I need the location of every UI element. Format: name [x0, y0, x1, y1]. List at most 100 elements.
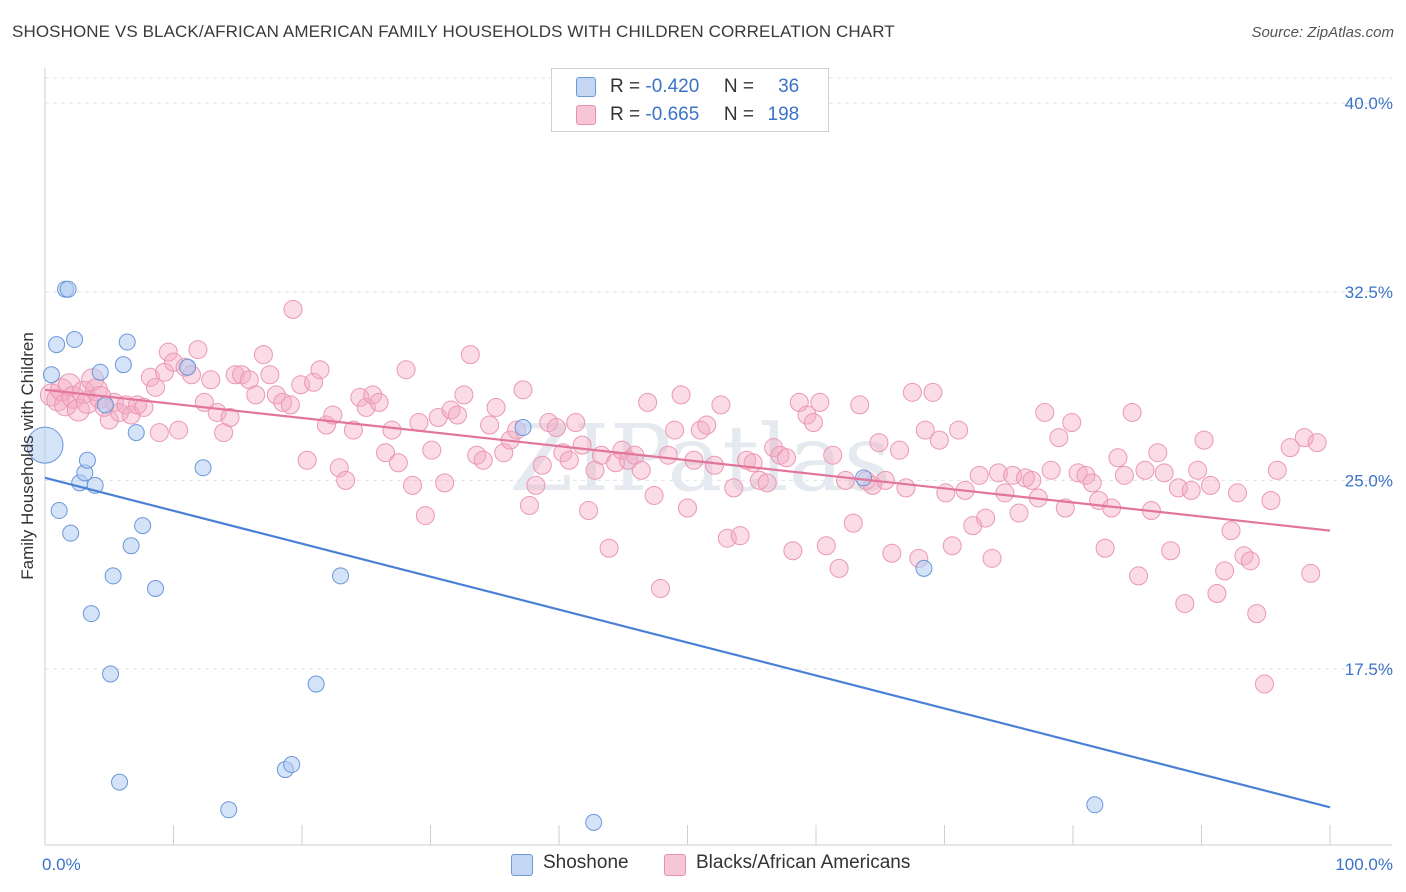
point-black [1261, 490, 1281, 510]
point-black [1247, 604, 1267, 624]
point-black [1062, 413, 1082, 433]
correlation-legend: R = -0.420 N = 36 R = -0.665 N = 198 [551, 68, 829, 132]
point-black [942, 536, 962, 556]
source-label: Source: ZipAtlas.com [1251, 24, 1394, 41]
legend-swatch-black [576, 105, 596, 125]
y-tick-label: 25.0% [1345, 471, 1393, 490]
point-black [829, 558, 849, 578]
point-shoshone [147, 579, 165, 597]
r-value-black: -0.665 [645, 104, 700, 125]
point-black [526, 475, 546, 495]
point-black [1114, 465, 1134, 485]
point-black [882, 543, 902, 563]
legend-swatch-shoshone [576, 77, 596, 97]
point-black [1108, 448, 1128, 468]
trend-lines [44, 388, 1331, 809]
point-shoshone [1086, 796, 1104, 814]
point-black [297, 450, 317, 470]
point-black [1267, 460, 1287, 480]
point-black [356, 397, 376, 417]
point-black [369, 392, 389, 412]
point-black [140, 367, 160, 387]
point-black [169, 420, 189, 440]
point-black [441, 400, 461, 420]
point-black [273, 392, 293, 412]
point-black [572, 435, 592, 455]
point-shoshone [48, 336, 66, 354]
point-black [225, 365, 245, 385]
point-black [923, 382, 943, 402]
point-black [1082, 473, 1102, 493]
point-black [902, 382, 922, 402]
legend-label-shoshone: Shoshone [543, 852, 629, 873]
y-tick-label: 17.5% [1345, 660, 1393, 679]
swatch-shoshone [511, 854, 533, 876]
point-black [134, 397, 154, 417]
point-shoshone [114, 356, 132, 374]
point-black [1294, 428, 1314, 448]
point-black [415, 506, 435, 526]
n-label: N = [723, 76, 754, 97]
point-black [473, 450, 493, 470]
point-black [486, 397, 506, 417]
point-black [188, 340, 208, 360]
point-black [403, 475, 423, 495]
point-black [936, 483, 956, 503]
point-black [1148, 443, 1168, 463]
point-shoshone [96, 396, 114, 414]
point-black [566, 413, 586, 433]
point-shoshone [307, 675, 325, 693]
point-black [519, 496, 539, 516]
point-black [559, 450, 579, 470]
y-axis-label: Family Households with Children [18, 332, 37, 580]
point-black [283, 299, 303, 319]
point-black [1161, 541, 1181, 561]
point-black [343, 420, 363, 440]
point-black [260, 365, 280, 385]
point-black [776, 448, 796, 468]
point-black [57, 373, 81, 397]
point-black [336, 470, 356, 490]
point-shoshone [82, 605, 100, 623]
point-black [253, 345, 273, 365]
point-black [1254, 674, 1274, 694]
point-black [929, 430, 949, 450]
point-black [678, 498, 697, 518]
point-black [915, 420, 935, 440]
point-black [532, 455, 552, 475]
point-black [896, 478, 916, 498]
point-black [447, 405, 467, 425]
point-black [1122, 402, 1142, 422]
point-black [988, 463, 1008, 483]
watermark: ZIPatlas [509, 405, 890, 512]
point-black [1307, 433, 1327, 453]
point-shoshone [78, 451, 96, 469]
point-black [665, 420, 685, 440]
point-black [1188, 460, 1208, 480]
point-black [618, 450, 638, 470]
point-black [1181, 480, 1201, 500]
point-black [1055, 498, 1075, 518]
point-black [1154, 463, 1174, 483]
point-black [690, 420, 710, 440]
point-black [995, 483, 1015, 503]
point-black [749, 470, 769, 490]
point-black [724, 478, 744, 498]
point-black [435, 473, 455, 493]
point-shoshone [122, 537, 140, 555]
point-black [494, 443, 514, 463]
x-tick-label-end: 100.0% [1335, 855, 1393, 874]
point-black [1022, 470, 1042, 490]
point-black [764, 438, 784, 458]
point-black [382, 420, 402, 440]
legend-text-black: R = -0.665 N = 198 [610, 104, 799, 126]
swatch-black [664, 854, 686, 876]
point-black [280, 395, 300, 415]
point-black [310, 360, 330, 380]
series-black-points [39, 299, 1327, 694]
point-black [220, 407, 240, 427]
point-black [644, 485, 664, 505]
n-label: N = [723, 104, 754, 125]
point-shoshone [102, 665, 120, 683]
